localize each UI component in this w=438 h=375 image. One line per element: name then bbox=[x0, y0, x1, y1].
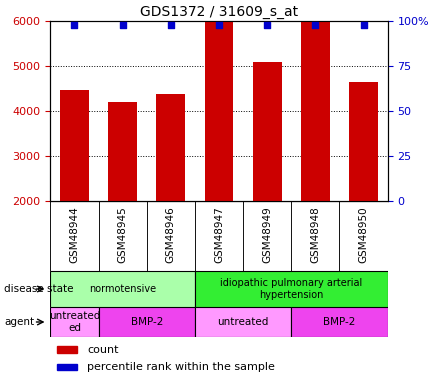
Bar bbox=[291, 307, 388, 337]
Bar bbox=[60, 90, 89, 201]
Bar bbox=[195, 307, 291, 337]
Bar bbox=[349, 82, 378, 201]
Title: GDS1372 / 31609_s_at: GDS1372 / 31609_s_at bbox=[140, 4, 298, 19]
Text: GSM48944: GSM48944 bbox=[70, 207, 79, 263]
Point bbox=[167, 22, 174, 28]
Bar bbox=[156, 94, 185, 201]
Text: GSM48948: GSM48948 bbox=[311, 207, 320, 263]
Text: GSM48950: GSM48950 bbox=[359, 207, 368, 263]
Text: untreated
ed: untreated ed bbox=[49, 311, 100, 333]
Point bbox=[312, 22, 319, 28]
Point bbox=[71, 22, 78, 28]
Text: GSM48946: GSM48946 bbox=[166, 207, 176, 263]
Text: count: count bbox=[88, 345, 119, 354]
Text: GSM48949: GSM48949 bbox=[262, 207, 272, 263]
Point bbox=[119, 22, 126, 28]
Text: GSM48947: GSM48947 bbox=[214, 207, 224, 263]
Bar bbox=[99, 307, 195, 337]
Point bbox=[264, 22, 271, 28]
Bar bbox=[50, 307, 99, 337]
Bar bbox=[108, 102, 137, 201]
Bar bbox=[57, 346, 78, 353]
Bar bbox=[57, 364, 78, 370]
Text: BMP-2: BMP-2 bbox=[131, 317, 163, 327]
Text: normotensive: normotensive bbox=[89, 284, 156, 294]
Text: untreated: untreated bbox=[217, 317, 269, 327]
Bar bbox=[301, 0, 330, 201]
Text: agent: agent bbox=[4, 317, 35, 327]
Bar bbox=[253, 62, 282, 201]
Bar bbox=[205, 0, 233, 201]
Point bbox=[360, 22, 367, 28]
Text: BMP-2: BMP-2 bbox=[323, 317, 356, 327]
Text: idiopathic pulmonary arterial
hypertension: idiopathic pulmonary arterial hypertensi… bbox=[220, 278, 362, 300]
Bar bbox=[50, 271, 195, 307]
Text: percentile rank within the sample: percentile rank within the sample bbox=[88, 362, 276, 372]
Point bbox=[215, 22, 223, 28]
Text: GSM48945: GSM48945 bbox=[118, 207, 127, 263]
Text: disease state: disease state bbox=[4, 284, 74, 294]
Bar bbox=[195, 271, 388, 307]
